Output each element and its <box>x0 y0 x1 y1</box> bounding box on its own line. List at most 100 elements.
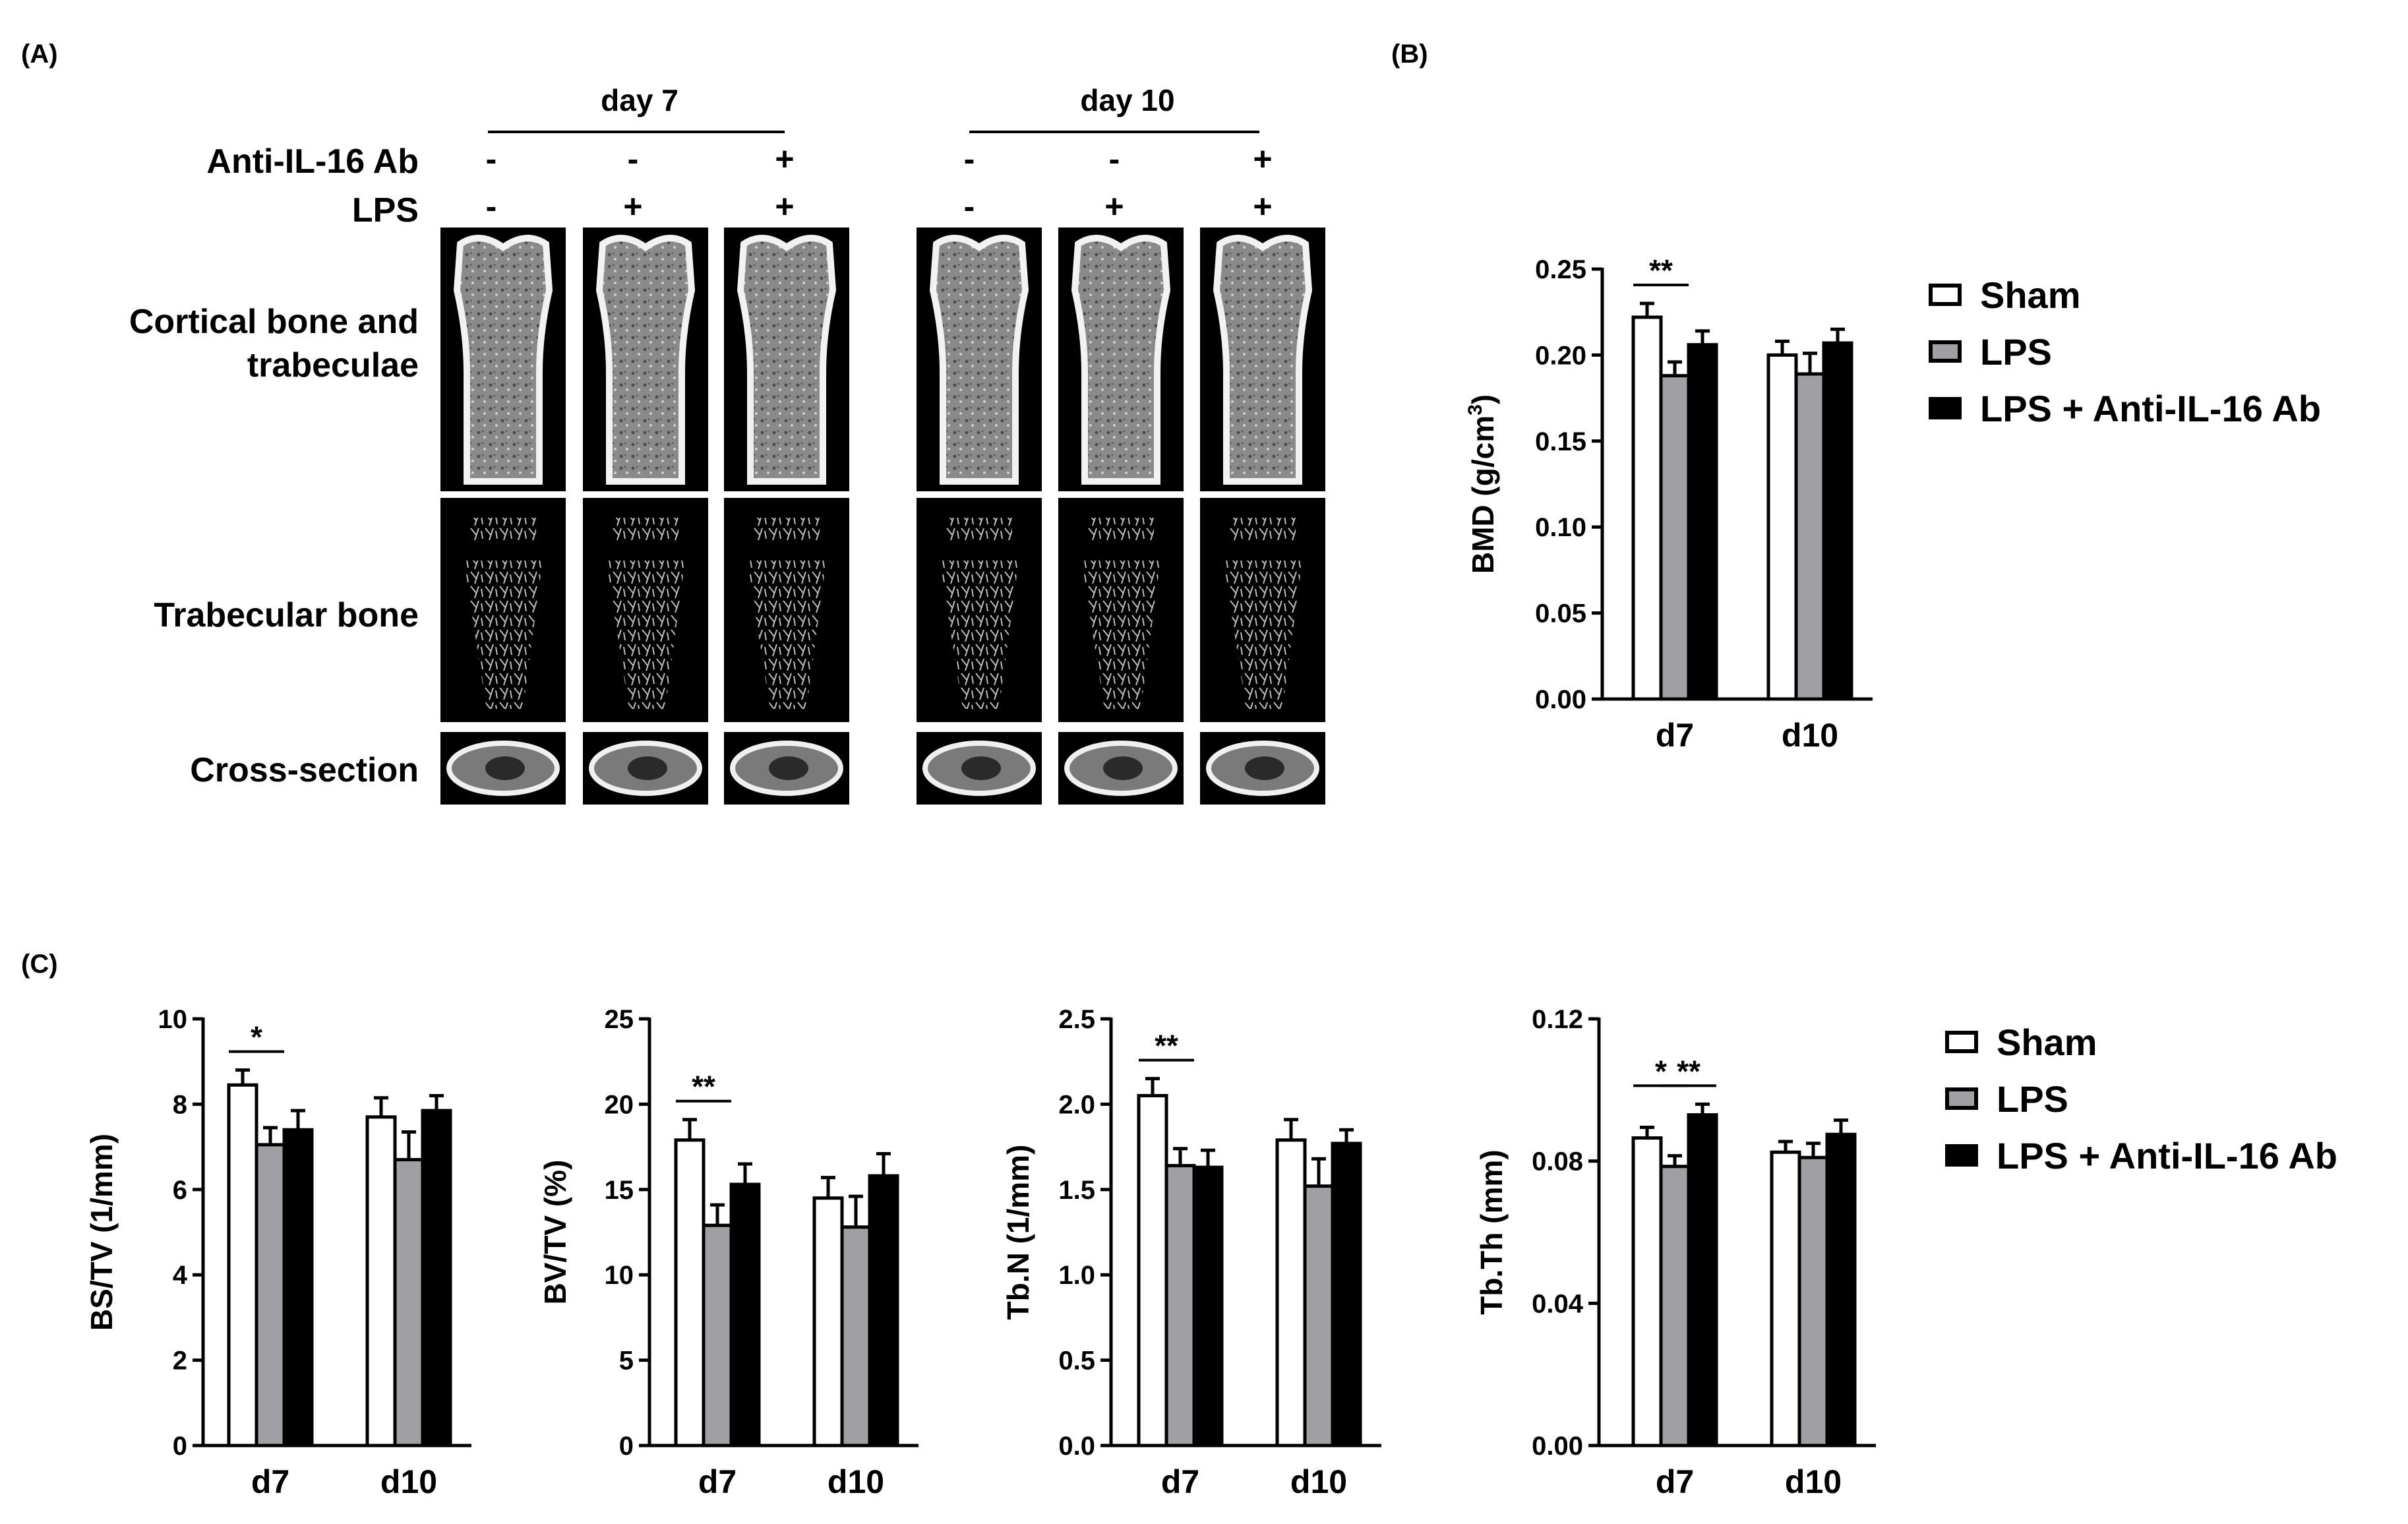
panel-label-b: (B) <box>1391 40 1428 69</box>
bar <box>702 1223 733 1448</box>
legend-label: LPS + Anti-IL-16 Ab <box>1997 1134 2337 1176</box>
significance-marker: ** <box>692 1070 715 1104</box>
bar <box>282 1128 314 1448</box>
image-row-label-trabecular: Trabecular bone <box>154 596 419 634</box>
significance-marker: ** <box>1649 253 1673 288</box>
legend-c: Sham LPS LPS + Anti-IL-16 Ab <box>1945 1019 2337 1178</box>
legend-swatch-sham <box>1945 1031 1978 1053</box>
legend-swatch-lps-anti <box>1929 397 1962 419</box>
y-tick-label: 0.0 <box>1058 1432 1095 1461</box>
day10-header: day 10 <box>1080 83 1175 117</box>
bar <box>1631 315 1663 701</box>
day10-header-line <box>969 131 1259 133</box>
legend-label: LPS <box>1997 1078 2068 1120</box>
y-tick-label: 0 <box>173 1432 187 1461</box>
legend-swatch-lps <box>1945 1087 1978 1110</box>
y-tick-label: 2.5 <box>1058 1005 1095 1034</box>
bar <box>1825 1132 1857 1448</box>
y-tick-label: 10 <box>158 1005 188 1034</box>
lps-sign: - <box>963 188 975 225</box>
y-tick-label: 0 <box>619 1432 634 1461</box>
lps-sign: - <box>485 188 497 225</box>
bar <box>1631 1136 1663 1448</box>
lps-sign: + <box>1104 188 1124 225</box>
significance-marker: ** <box>1677 1054 1701 1088</box>
y-tick-label: 15 <box>605 1176 634 1205</box>
legend-b: Sham LPS LPS + Anti-IL-16 Ab <box>1929 272 2321 431</box>
x-tick-label: d7 <box>1161 1463 1199 1500</box>
panel-label-a: (A) <box>21 40 58 69</box>
y-tick-label: 0.04 <box>1532 1289 1584 1318</box>
y-tick-label: 0.15 <box>1535 427 1586 456</box>
legend-swatch-sham <box>1929 284 1962 306</box>
y-tick-label: 0.08 <box>1532 1147 1583 1176</box>
anti-sign: - <box>1108 140 1120 177</box>
x-tick-label: d7 <box>1656 1463 1694 1500</box>
bar <box>1766 353 1798 701</box>
y-tick-label: 1.5 <box>1058 1176 1095 1205</box>
legend-item: LPS <box>1945 1076 2337 1122</box>
legend-item: LPS + Anti-IL-16 Ab <box>1945 1132 2337 1178</box>
legend-item: Sham <box>1945 1019 2337 1065</box>
anti-sign: - <box>627 140 639 177</box>
lps-row-label: LPS <box>351 191 419 229</box>
y-tick-label: 8 <box>173 1090 187 1119</box>
bar <box>868 1174 899 1448</box>
y-tick-label: 0.25 <box>1535 255 1586 284</box>
day7-header: day 7 <box>601 83 678 117</box>
significance-marker: * <box>251 1020 262 1054</box>
y-tick-label: 25 <box>605 1005 634 1034</box>
legend-label: LPS + Anti-IL-16 Ab <box>1980 387 2321 429</box>
bar <box>1164 1164 1196 1448</box>
y-axis-label: Tb.Th (mm) <box>1474 1149 1509 1314</box>
anti-sign: - <box>963 140 975 177</box>
legend-swatch-lps-anti <box>1945 1144 1978 1167</box>
y-tick-label: 1.0 <box>1058 1261 1095 1290</box>
y-tick-label: 0.10 <box>1535 513 1586 542</box>
x-tick-label: d7 <box>698 1463 737 1500</box>
bar <box>1770 1150 1801 1448</box>
x-tick-label: d7 <box>1656 717 1694 754</box>
legend-item: LPS <box>1929 328 2321 375</box>
panel-label-c: (C) <box>21 950 58 979</box>
y-tick-label: 0.12 <box>1532 1005 1583 1034</box>
day7-header-line <box>488 131 785 133</box>
y-tick-label: 2 <box>173 1347 187 1376</box>
x-tick-label: d7 <box>251 1463 289 1500</box>
anti-sign: + <box>775 140 795 177</box>
bar <box>1822 341 1853 701</box>
legend-label: Sham <box>1980 274 2081 316</box>
bar <box>1687 1113 1718 1448</box>
y-tick-label: 4 <box>173 1261 188 1290</box>
bar <box>1794 372 1826 701</box>
bar <box>1275 1138 1307 1448</box>
y-tick-label: 0.00 <box>1535 685 1586 714</box>
bar <box>365 1115 397 1448</box>
x-tick-label: d10 <box>1290 1463 1347 1500</box>
y-tick-label: 2.0 <box>1058 1090 1095 1119</box>
bar <box>1797 1155 1829 1448</box>
y-tick-label: 10 <box>605 1261 634 1290</box>
y-axis-label: BMD (g/cm3) <box>1464 394 1500 574</box>
y-tick-label: 0.05 <box>1535 599 1586 628</box>
bar <box>421 1109 452 1448</box>
bar <box>1303 1184 1335 1448</box>
anti-sign: - <box>485 140 497 177</box>
legend-item: LPS + Anti-IL-16 Ab <box>1929 385 2321 431</box>
bar <box>1331 1142 1362 1448</box>
x-tick-label: d10 <box>1782 717 1838 754</box>
significance-marker: * <box>1655 1054 1667 1088</box>
anti-il16-row-label: Anti-IL-16 Ab <box>206 142 419 181</box>
x-tick-label: d10 <box>380 1463 437 1500</box>
x-tick-label: d10 <box>1785 1463 1842 1500</box>
y-tick-label: 0.5 <box>1058 1347 1095 1376</box>
bar <box>1687 343 1718 701</box>
y-axis-label: BV/TV (%) <box>538 1160 572 1305</box>
bar <box>1137 1093 1168 1448</box>
lps-sign: + <box>623 188 643 225</box>
y-tick-label: 5 <box>619 1347 634 1376</box>
bar <box>393 1158 425 1448</box>
lps-sign: + <box>775 188 795 225</box>
y-tick-label: 0.20 <box>1535 341 1586 370</box>
